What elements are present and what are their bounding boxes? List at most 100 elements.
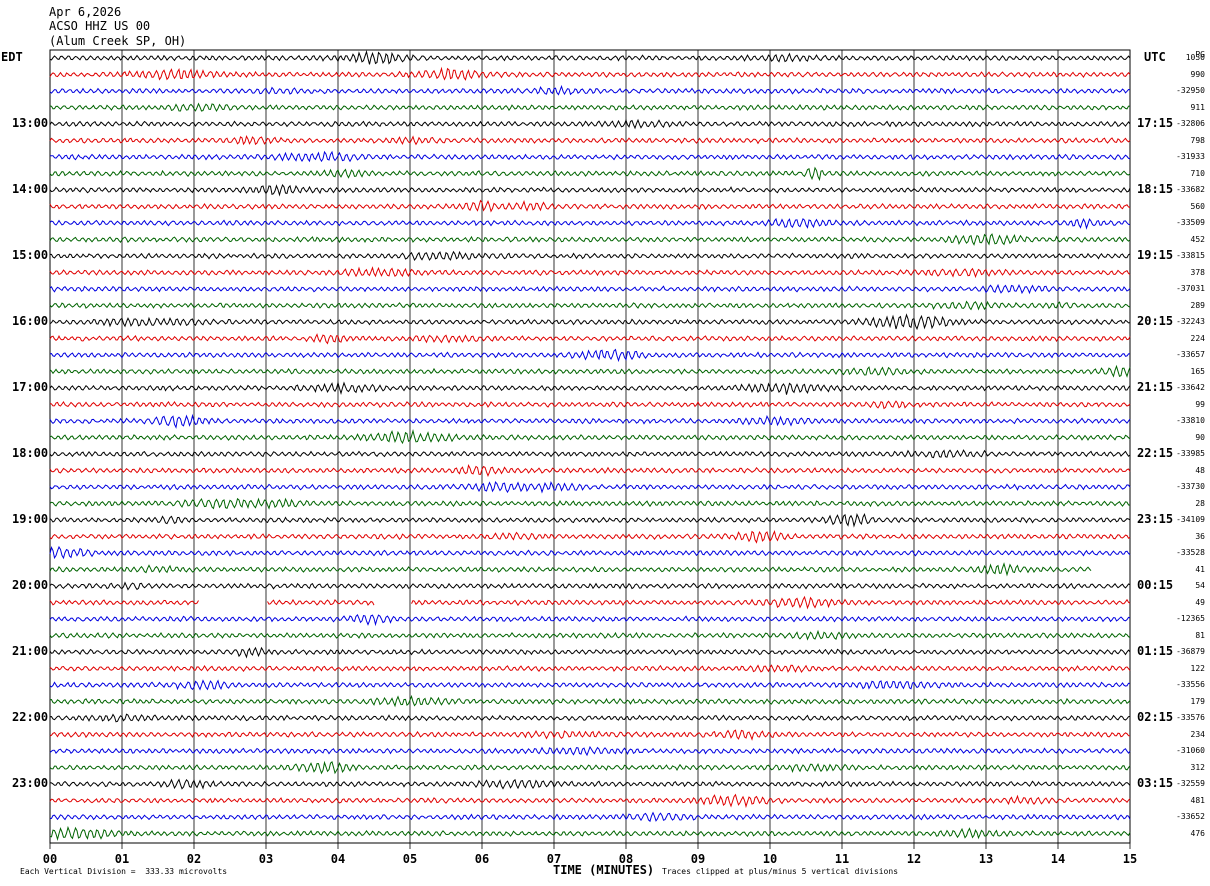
right-hour-label: 02:15 <box>1137 710 1174 724</box>
trace-value-label: -32243 <box>1176 317 1205 326</box>
seismic-trace <box>49 380 1131 395</box>
trace-value-label: -32559 <box>1176 779 1205 788</box>
trace-value-label: 710 <box>1190 168 1205 178</box>
left-hour-label: 17:00 <box>12 380 49 394</box>
seismic-trace <box>49 348 1131 363</box>
trace-value-label: -33652 <box>1176 812 1205 821</box>
left-timezone-label: EDT <box>1 50 23 64</box>
seismic-trace <box>49 250 1131 261</box>
trace-value-label: 481 <box>1190 795 1205 805</box>
seismic-trace <box>49 679 1131 691</box>
seismic-trace <box>49 512 1131 528</box>
trace-value-label: -33815 <box>1176 251 1205 260</box>
seismic-trace <box>49 545 1131 560</box>
trace-value-label: -33810 <box>1176 416 1205 425</box>
x-tick-label: 01 <box>114 852 130 866</box>
x-tick-label: 10 <box>762 852 778 866</box>
left-hour-label: 15:00 <box>12 248 49 262</box>
seismic-trace <box>49 283 1131 295</box>
trace-value-label: -36879 <box>1176 647 1205 656</box>
left-hour-label: 13:00 <box>12 116 49 130</box>
trace-value-label: 41 <box>1195 564 1205 574</box>
right-hour-label: 22:15 <box>1137 446 1174 460</box>
trace-value-label: 99 <box>1195 399 1205 409</box>
trace-value-label: 48 <box>1195 465 1205 475</box>
trace-value-label: 179 <box>1190 696 1205 706</box>
left-hour-label: 14:00 <box>12 182 49 196</box>
right-hour-label: 03:15 <box>1137 776 1174 790</box>
seismic-trace <box>49 266 1131 279</box>
seismic-trace <box>49 102 1131 113</box>
x-tick-label: 15 <box>1122 852 1138 866</box>
x-tick-label: 04 <box>330 852 346 866</box>
right-hour-label: 20:15 <box>1137 314 1174 328</box>
x-tick-label: 05 <box>402 852 418 866</box>
seismic-trace <box>49 694 1131 708</box>
right-hour-label: 18:15 <box>1137 182 1174 196</box>
seismic-trace <box>49 449 1131 459</box>
trace-value-label: -33730 <box>1176 482 1205 491</box>
corner-label: PG <box>1195 50 1205 59</box>
seismic-trace <box>49 825 1131 841</box>
seismic-trace <box>49 84 1131 96</box>
seismic-trace <box>49 135 1131 146</box>
x-tick-label: 03 <box>258 852 274 866</box>
plot-frame <box>49 49 1131 844</box>
trace-value-label: 452 <box>1190 234 1205 244</box>
trace-value-label: 911 <box>1190 102 1205 112</box>
left-hour-label: 22:00 <box>12 710 49 724</box>
seismic-trace <box>49 428 1131 445</box>
trace-value-label: 28 <box>1195 498 1205 508</box>
seismic-trace <box>49 333 1131 345</box>
seismic-trace <box>49 118 1131 130</box>
trace-value-label: 476 <box>1190 828 1205 838</box>
seismic-trace <box>49 793 1131 809</box>
left-hour-label: 18:00 <box>12 446 49 460</box>
seismic-trace <box>49 581 1131 591</box>
seismic-trace <box>49 778 1131 790</box>
trace-value-label: 49 <box>1195 597 1205 607</box>
x-tick-label: 00 <box>42 852 58 866</box>
station-label: ACSO HHZ US 00 <box>49 19 151 33</box>
x-axis-label: TIME (MINUTES) <box>553 863 655 877</box>
seismic-trace <box>49 646 1131 659</box>
date-label: Apr 6,2026 <box>49 5 122 19</box>
x-tick-label: 02 <box>186 852 202 866</box>
trace-value-label: 312 <box>1190 762 1205 772</box>
trace-value-label: 224 <box>1190 333 1205 343</box>
trace-value-label: -33556 <box>1176 680 1205 689</box>
seismic-trace <box>49 595 1131 610</box>
seismic-trace <box>49 463 1131 478</box>
left-hour-label: 20:00 <box>12 578 49 592</box>
seismic-trace <box>49 811 1131 823</box>
x-tick-label: 08 <box>618 852 634 866</box>
seismic-trace <box>49 313 1131 331</box>
seismic-trace <box>49 481 1131 494</box>
trace-value-label: 234 <box>1190 729 1205 739</box>
trace-value-label: -37031 <box>1176 284 1205 293</box>
trace-value-label: -33985 <box>1176 449 1205 458</box>
trace-value-label: 36 <box>1195 531 1205 541</box>
trace-value-label: -12365 <box>1176 614 1205 623</box>
trace-value-label: -31933 <box>1176 152 1205 161</box>
seismic-trace <box>49 183 1131 197</box>
trace-value-label: 289 <box>1190 300 1205 310</box>
right-timezone-label: UTC <box>1144 50 1166 64</box>
x-tick-label: 07 <box>546 852 562 866</box>
seismic-trace <box>49 614 1131 627</box>
division-note: Each Vertical Division = 333.33 microvol… <box>20 867 228 876</box>
right-hour-label: 21:15 <box>1137 380 1174 394</box>
seismic-trace <box>49 713 1131 723</box>
seismic-trace <box>49 150 1131 163</box>
right-hour-label: 17:15 <box>1137 116 1174 130</box>
seismic-trace <box>49 745 1131 757</box>
trace-value-label: 560 <box>1190 201 1205 211</box>
seismic-trace <box>49 400 1131 410</box>
x-tick-label: 11 <box>834 852 850 866</box>
trace-value-label: -33657 <box>1176 350 1205 359</box>
left-hour-label: 19:00 <box>12 512 49 526</box>
seismic-trace <box>49 66 1131 81</box>
clip-note: Traces clipped at plus/minus 5 vertical … <box>662 867 899 876</box>
trace-value-label: -33528 <box>1176 548 1205 557</box>
